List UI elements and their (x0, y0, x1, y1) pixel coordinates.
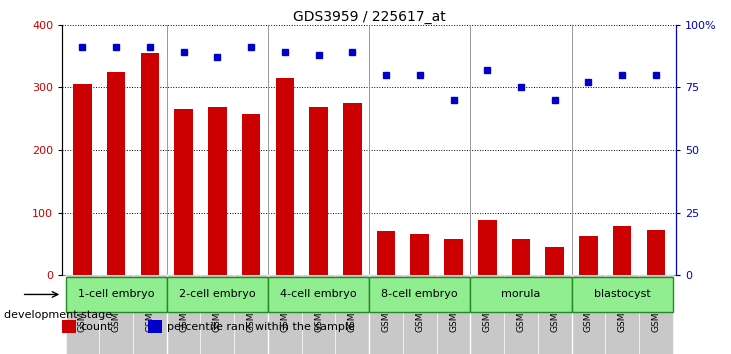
Bar (107, 72, 126, 275)
FancyBboxPatch shape (167, 275, 200, 354)
Bar (647, 230, 665, 275)
Bar (411, 234, 429, 275)
FancyBboxPatch shape (268, 277, 369, 312)
FancyBboxPatch shape (302, 275, 336, 354)
FancyBboxPatch shape (436, 275, 470, 354)
Text: morula: morula (501, 289, 541, 299)
Text: 2-cell embryo: 2-cell embryo (179, 289, 256, 299)
Text: GSM456644: GSM456644 (112, 278, 121, 332)
FancyBboxPatch shape (66, 275, 99, 354)
Bar (613, 226, 632, 275)
FancyBboxPatch shape (470, 277, 572, 312)
Bar (545, 247, 564, 275)
FancyBboxPatch shape (268, 275, 302, 354)
Text: GSM456653: GSM456653 (415, 278, 424, 332)
FancyBboxPatch shape (572, 275, 605, 354)
Bar (148, 320, 162, 333)
Text: GSM456649: GSM456649 (280, 278, 289, 332)
Title: GDS3959 / 225617_at: GDS3959 / 225617_at (293, 10, 445, 24)
FancyBboxPatch shape (605, 275, 639, 354)
Text: GSM456658: GSM456658 (584, 278, 593, 332)
FancyBboxPatch shape (336, 275, 369, 354)
FancyBboxPatch shape (369, 277, 470, 312)
Bar (276, 78, 294, 275)
Text: GSM456646: GSM456646 (179, 278, 188, 332)
Text: GSM456650: GSM456650 (314, 278, 323, 332)
Bar (376, 231, 395, 275)
Text: GSM456655: GSM456655 (482, 278, 492, 332)
Text: 8-cell embryo: 8-cell embryo (382, 289, 458, 299)
FancyBboxPatch shape (66, 277, 167, 312)
Text: GSM456647: GSM456647 (213, 278, 221, 332)
FancyBboxPatch shape (403, 275, 436, 354)
Text: GSM456652: GSM456652 (382, 278, 390, 332)
Bar (62, 320, 75, 333)
FancyBboxPatch shape (504, 275, 538, 354)
Bar (444, 239, 463, 275)
Text: percentile rank within the sample: percentile rank within the sample (167, 321, 355, 331)
Text: GSM456651: GSM456651 (348, 278, 357, 332)
Bar (343, 103, 362, 275)
Text: GSM456656: GSM456656 (517, 278, 526, 332)
Text: GSM456648: GSM456648 (246, 278, 256, 332)
Bar (478, 220, 496, 275)
Bar (242, 114, 260, 275)
FancyBboxPatch shape (200, 275, 234, 354)
FancyBboxPatch shape (538, 275, 572, 354)
FancyBboxPatch shape (639, 275, 673, 354)
Text: 4-cell embryo: 4-cell embryo (280, 289, 357, 299)
Bar (140, 53, 159, 275)
Bar (174, 109, 193, 275)
FancyBboxPatch shape (369, 275, 403, 354)
Text: 1-cell embryo: 1-cell embryo (78, 289, 154, 299)
FancyBboxPatch shape (133, 275, 167, 354)
Text: blastocyst: blastocyst (594, 289, 651, 299)
Text: count: count (80, 321, 112, 331)
Bar (512, 239, 530, 275)
Text: GSM456659: GSM456659 (618, 278, 626, 332)
Text: GSM456643: GSM456643 (78, 278, 87, 332)
FancyBboxPatch shape (99, 275, 133, 354)
FancyBboxPatch shape (234, 275, 268, 354)
Text: GSM456654: GSM456654 (449, 278, 458, 332)
FancyBboxPatch shape (167, 277, 268, 312)
Bar (309, 107, 327, 275)
Text: GSM456645: GSM456645 (145, 278, 154, 332)
Bar (73, 84, 91, 275)
FancyBboxPatch shape (572, 277, 673, 312)
Text: development stage: development stage (4, 310, 112, 320)
Text: GSM456660: GSM456660 (651, 278, 660, 332)
Text: GSM456657: GSM456657 (550, 278, 559, 332)
FancyBboxPatch shape (470, 275, 504, 354)
Bar (208, 107, 227, 275)
Bar (579, 236, 598, 275)
